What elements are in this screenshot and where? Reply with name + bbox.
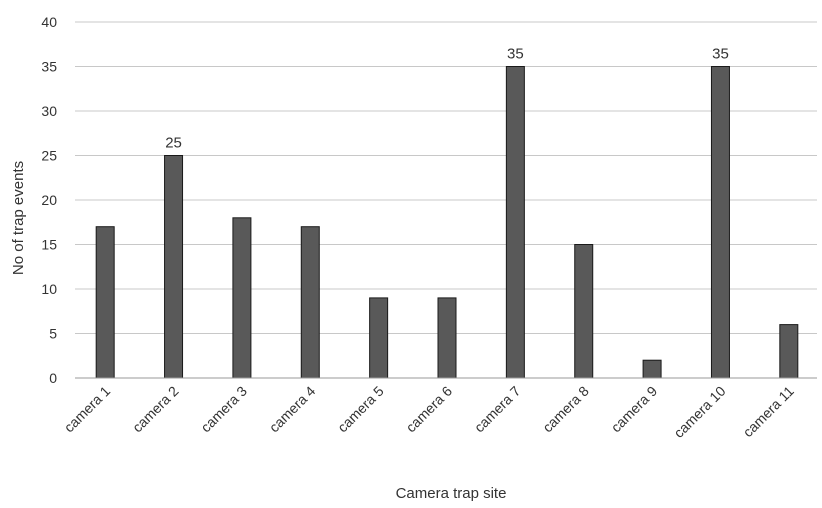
x-tick-label: camera 7 bbox=[471, 383, 524, 436]
bar-camera-5 bbox=[369, 297, 389, 379]
y-axis-ticks: 0 5 10 15 20 25 30 35 40 bbox=[41, 14, 57, 386]
bar-camera-2 bbox=[164, 155, 184, 379]
bar-camera-1 bbox=[95, 226, 115, 379]
bar-camera-11 bbox=[779, 324, 799, 379]
bar-camera-3 bbox=[232, 217, 252, 379]
bar-camera-9 bbox=[642, 359, 662, 379]
x-tick-label: camera 5 bbox=[334, 383, 387, 436]
bar-camera-6 bbox=[437, 297, 457, 379]
y-tick-label: 20 bbox=[41, 192, 57, 208]
x-tick-label: camera 11 bbox=[740, 383, 798, 441]
x-tick-label: camera 4 bbox=[266, 383, 319, 436]
bar-camera-7 bbox=[505, 66, 525, 379]
x-tick-label: camera 1 bbox=[61, 383, 114, 436]
bar-camera-4 bbox=[300, 226, 320, 379]
x-axis-title: Camera trap site bbox=[396, 485, 507, 502]
x-tick-label: camera 3 bbox=[197, 383, 250, 436]
bar-camera-10 bbox=[710, 66, 730, 379]
bar-camera-8 bbox=[574, 244, 594, 379]
y-tick-label: 35 bbox=[41, 59, 57, 75]
x-tick-label: camera 2 bbox=[129, 383, 182, 436]
y-tick-label: 15 bbox=[41, 237, 57, 253]
data-label: 25 bbox=[165, 135, 182, 152]
x-tick-label: camera 8 bbox=[539, 383, 592, 436]
x-tick-label: camera 10 bbox=[670, 383, 728, 441]
y-tick-label: 30 bbox=[41, 103, 57, 119]
data-label: 35 bbox=[712, 46, 729, 63]
x-axis-ticks: camera 1 camera 2 camera 3 camera 4 camera 5… bbox=[61, 383, 797, 441]
bars bbox=[95, 66, 799, 379]
y-tick-label: 5 bbox=[49, 326, 57, 342]
y-tick-label: 10 bbox=[41, 281, 57, 297]
data-labels: 25 35 35 bbox=[165, 46, 729, 152]
y-tick-label: 0 bbox=[49, 370, 57, 386]
x-tick-label: camera 9 bbox=[608, 383, 661, 436]
gridlines bbox=[75, 21, 817, 334]
data-label: 35 bbox=[507, 46, 524, 63]
y-axis-title: No of trap events bbox=[10, 161, 27, 275]
x-tick-label: camera 6 bbox=[403, 383, 456, 436]
y-tick-label: 25 bbox=[41, 148, 57, 164]
y-tick-label: 40 bbox=[41, 14, 57, 30]
